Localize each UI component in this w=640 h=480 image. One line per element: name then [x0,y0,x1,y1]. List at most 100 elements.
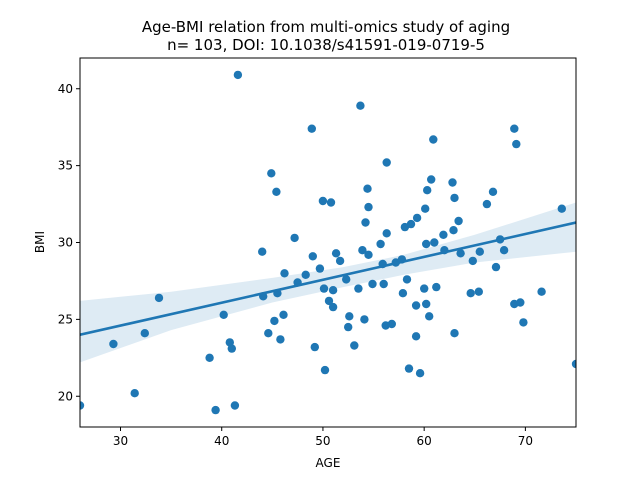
data-point [571,359,576,369]
data-point [466,289,475,298]
data-point [227,344,236,353]
data-point [326,198,336,207]
data-point [279,310,288,319]
data-point [499,246,509,255]
data-point [219,310,228,319]
data-point [318,196,328,206]
data-point [557,204,566,213]
data-point [516,298,525,307]
confidence-band [80,202,576,363]
data-point [233,70,243,80]
y-tick-label: 25 [58,312,73,326]
data-point [290,233,299,243]
y-tick-label: 40 [58,82,73,96]
x-tick-label: 50 [315,434,330,448]
x-tick-label: 60 [417,434,432,448]
data-point [140,329,149,338]
data-point [422,299,431,309]
data-point [319,284,329,293]
data-point [474,287,483,296]
plot-frame [79,57,577,428]
data-point [308,252,317,261]
data-point [320,365,330,375]
data-point [425,312,434,321]
data-point [482,199,492,209]
data-point [415,369,425,378]
data-point [364,202,373,212]
data-point [427,175,436,184]
data-point [537,287,546,296]
data-point [310,342,319,352]
data-point [448,178,457,187]
chart-title-line1: Age-BMI relation from multi-omics study … [142,18,510,36]
data-point [301,270,310,279]
y-axis-label: BMI [33,231,47,253]
data-point [387,319,396,329]
data-point [358,246,367,255]
data-point [109,339,118,349]
data-point [420,284,429,293]
data-point [398,289,408,298]
data-point [280,269,289,278]
data-point [491,262,501,272]
data-point [430,238,439,247]
data-point [130,389,139,398]
data-point [264,329,273,338]
data-point [344,322,353,332]
x-tick-label: 70 [518,434,533,448]
data-point [154,293,164,303]
data-point [211,405,220,415]
data-point [382,229,391,238]
data-point [272,187,281,196]
data-point [328,286,338,295]
axis-ticks: 30 40 50 60 70 20 25 30 35 40 [58,82,533,448]
data-point [270,316,279,326]
data-point [406,219,416,229]
chart-title-line2: n= 103, DOI: 10.1038/s41591-019-0719-5 [167,36,485,54]
data-point [456,249,465,258]
regression-line [80,221,576,337]
data-point [205,353,214,362]
data-point [429,135,438,144]
data-point [331,249,341,258]
data-point [356,101,365,110]
data-point [450,193,459,203]
data-point [342,275,351,284]
x-tick-label: 30 [113,434,128,448]
plot-area [80,70,576,415]
data-point [376,239,385,249]
data-point [267,169,276,178]
data-point [364,250,373,259]
data-point [354,284,363,293]
data-point [422,239,431,249]
y-tick-label: 35 [58,159,73,173]
data-point [230,401,240,410]
data-point [382,158,391,167]
data-point [328,302,338,312]
y-tick-label: 20 [58,389,73,403]
data-point [423,186,432,195]
data-point [512,139,521,149]
data-point [421,204,430,213]
data-point [335,256,345,266]
y-tick-label: 30 [58,236,73,250]
data-point [412,213,422,223]
data-point [404,364,414,373]
data-point [368,279,377,289]
data-point [307,124,316,133]
data-point [276,335,285,344]
data-point [468,256,477,266]
data-point [315,264,325,273]
data-point [519,318,528,327]
data-point [258,247,267,256]
data-point [324,296,334,306]
x-tick-label: 40 [214,434,229,448]
data-point [402,275,412,284]
data-point [488,187,498,196]
data-point [363,184,372,193]
data-point [449,226,458,235]
data-point [411,332,421,341]
data-point [350,341,359,350]
data-point [361,218,370,227]
